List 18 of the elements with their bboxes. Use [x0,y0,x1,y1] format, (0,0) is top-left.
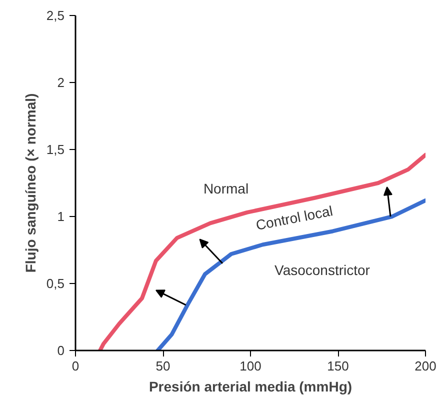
annotation: Control local [254,202,334,234]
y-tick-label: 0,5 [46,276,65,291]
x-tick-label: 100 [240,358,262,374]
y-tick-label: 1 [57,209,65,224]
line-series [156,198,426,350]
y-tick-label: 0 [57,343,65,358]
x-axis-title: Presión arterial media (mmHg) [148,378,352,394]
y-axis-title: Flujo sanguíneo (× normal) [22,93,38,273]
line-series [98,152,426,350]
x-tick-label: 200 [414,358,436,374]
y-tick-label: 1,5 [46,142,65,157]
y-tick-label: 2 [57,75,65,90]
series-label: Vasoconstrictor [274,262,370,278]
series-label: Normal [203,180,249,196]
x-tick-label: 50 [156,358,170,374]
y-tick-label: 2,5 [46,8,65,23]
x-tick-label: 150 [327,358,349,374]
x-tick-label: 0 [72,358,80,374]
